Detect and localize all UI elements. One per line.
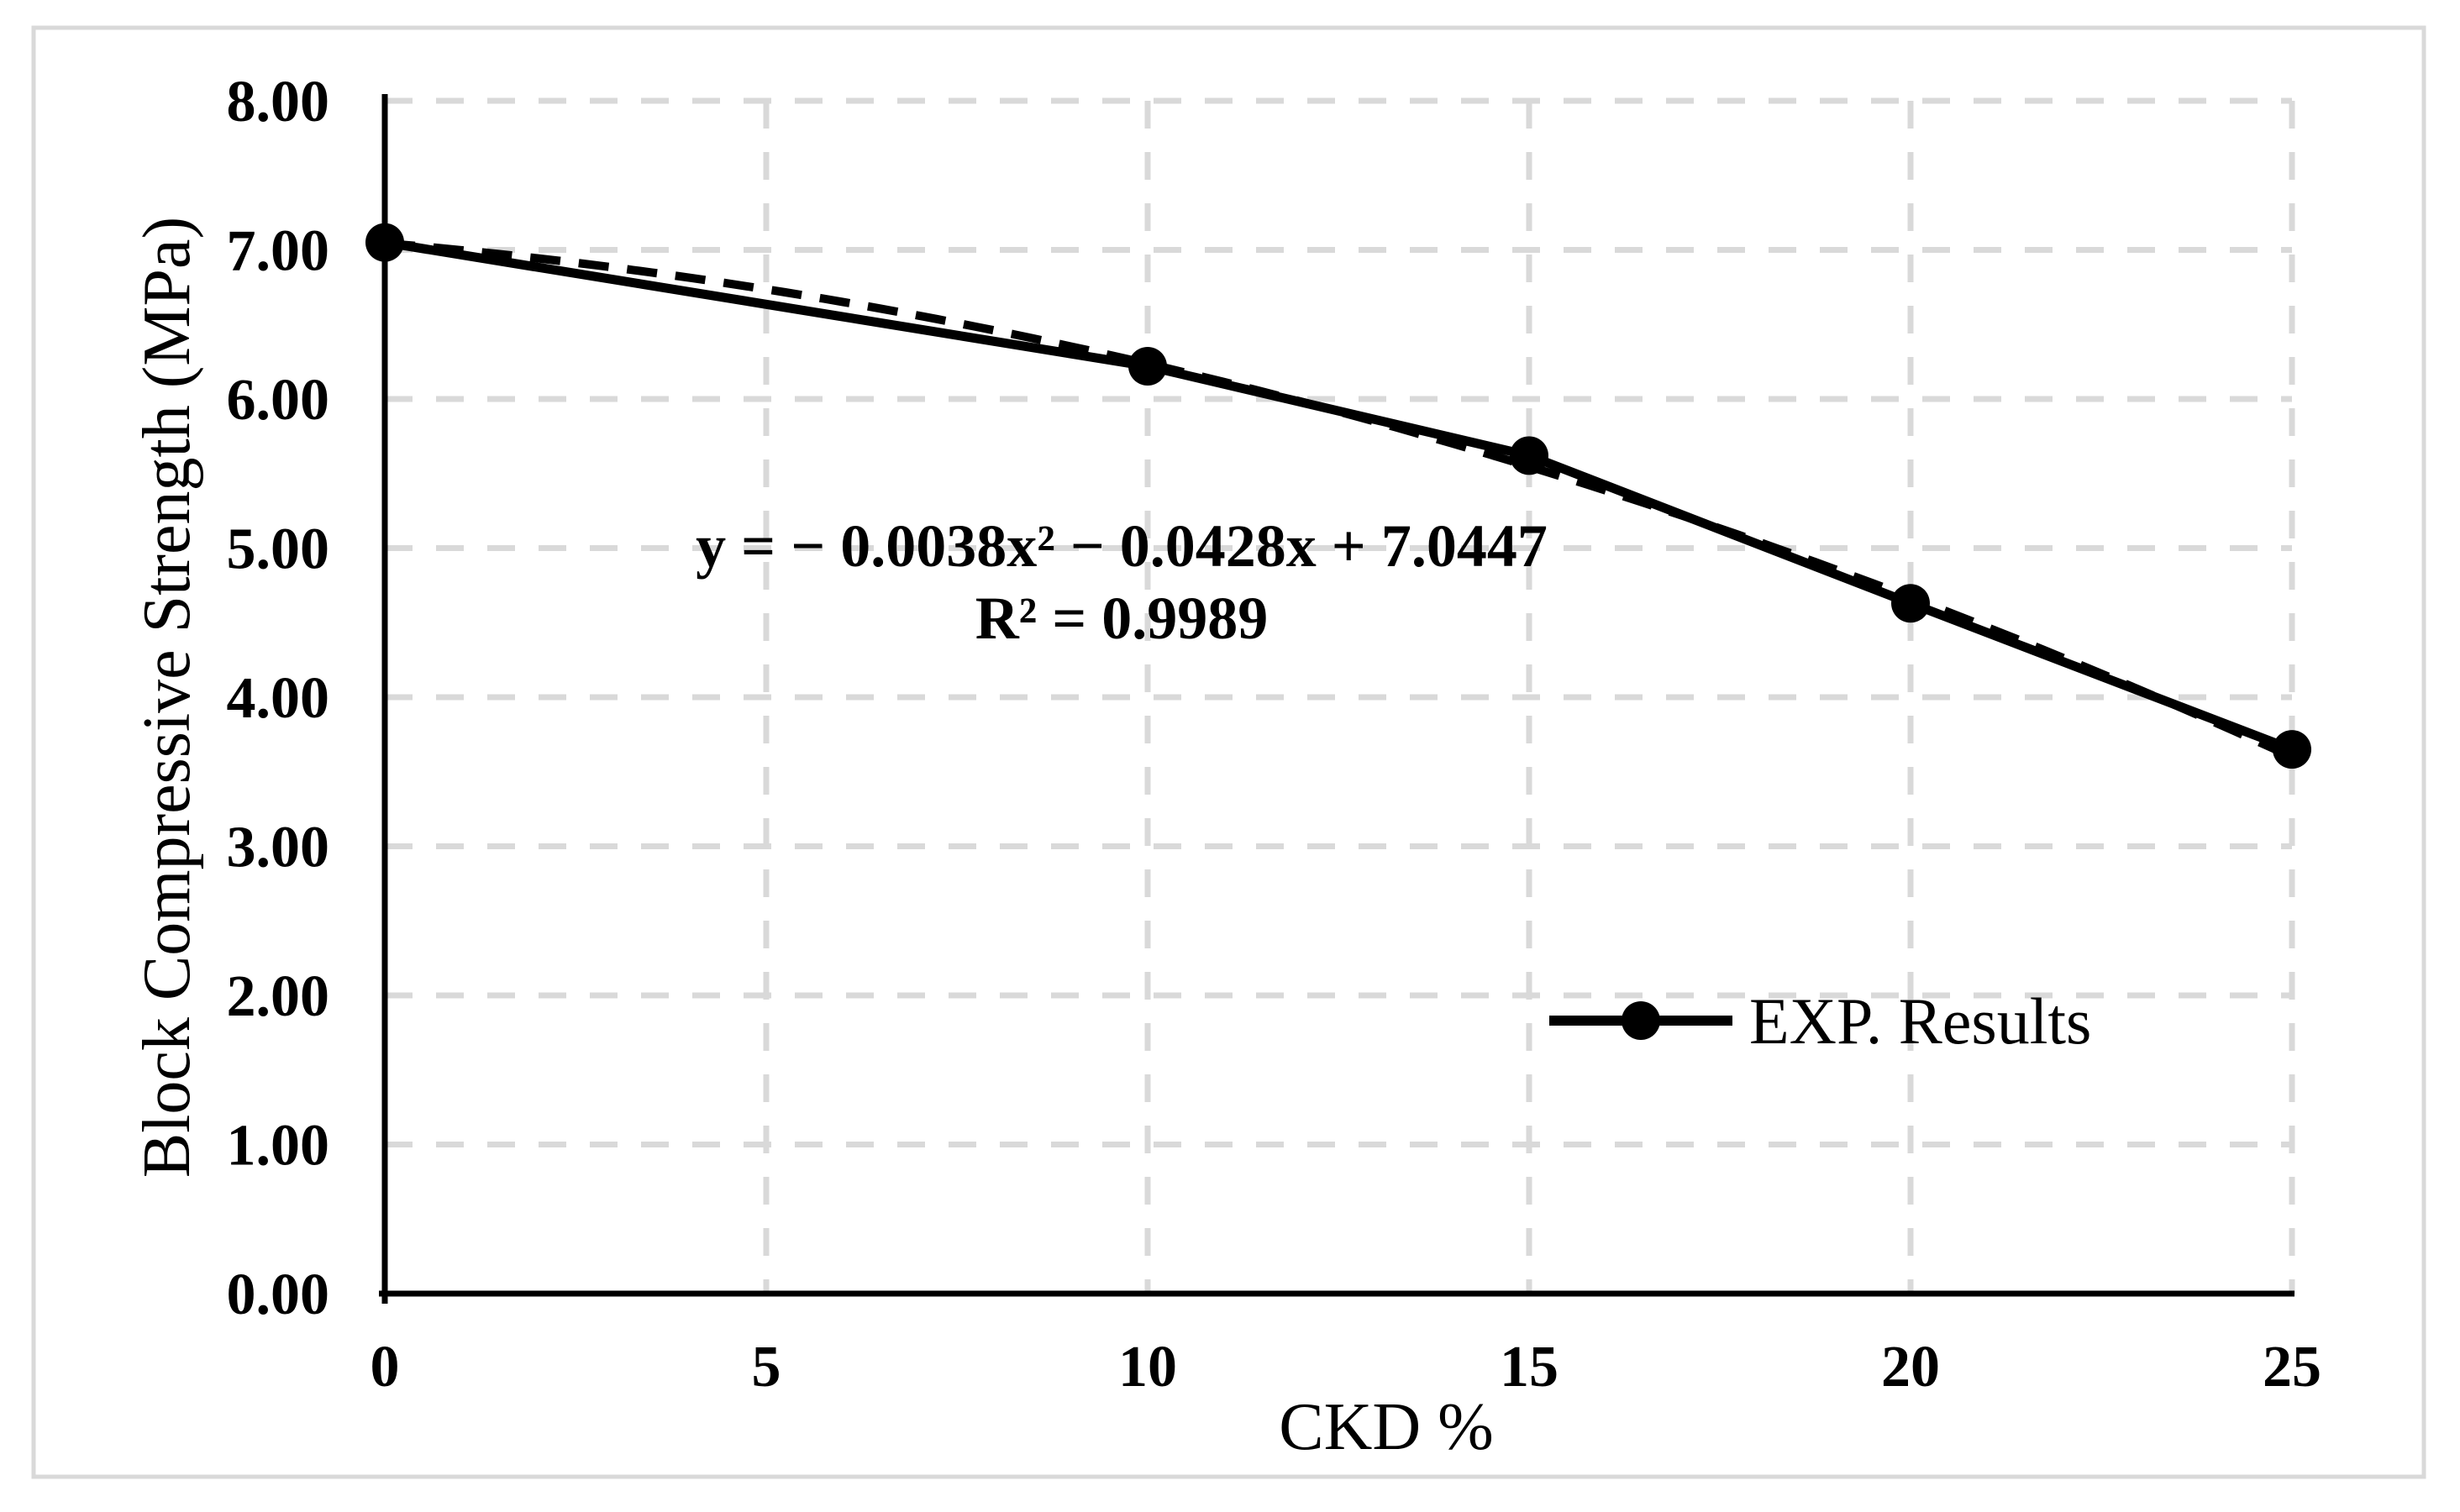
y-axis-tick-label: 8.00	[227, 70, 330, 134]
y-axis-tick-label: 4.00	[227, 666, 330, 731]
series-line-exp-results	[384, 238, 2294, 754]
y-axis-tick-label: 3.00	[227, 816, 330, 880]
x-axis-tick-label: 0	[371, 1335, 400, 1399]
y-axis-tick-label: 5.00	[227, 517, 330, 582]
y-axis-tick-label: 7.00	[227, 219, 330, 284]
data-point-marker	[1128, 347, 1167, 386]
x-axis-tick-label: 15	[1500, 1335, 1559, 1399]
x-axis-tick-label: 20	[1881, 1335, 1940, 1399]
data-point-marker	[2273, 730, 2311, 769]
y-axis-tick-label: 2.00	[227, 964, 330, 1029]
y-axis-tick-label: 6.00	[227, 368, 330, 433]
r-squared-annotation: R² = 0.9989	[975, 585, 1269, 652]
data-point-marker	[1891, 584, 1930, 623]
x-axis-tick-label: 25	[2263, 1335, 2321, 1399]
y-axis-title: Block Compressive Strength (MPa)	[130, 217, 204, 1178]
data-point-marker	[1510, 436, 1548, 475]
y-axis-tick-label: 0.00	[227, 1263, 330, 1327]
legend-marker-sample	[1622, 1001, 1660, 1040]
trendline-dashed	[384, 239, 2294, 761]
legend-label: EXP. Results	[1749, 984, 2091, 1058]
x-axis-tick-label: 5	[752, 1335, 781, 1399]
figure-border	[31, 25, 2426, 1479]
equation-annotation: y = − 0.0038x² − 0.0428x + 7.0447	[696, 512, 1548, 580]
y-axis-tick-label: 1.00	[227, 1114, 330, 1179]
data-point-marker	[365, 223, 404, 262]
x-axis-tick-label: 10	[1118, 1335, 1177, 1399]
x-axis-title: CKD %	[1279, 1390, 1494, 1464]
